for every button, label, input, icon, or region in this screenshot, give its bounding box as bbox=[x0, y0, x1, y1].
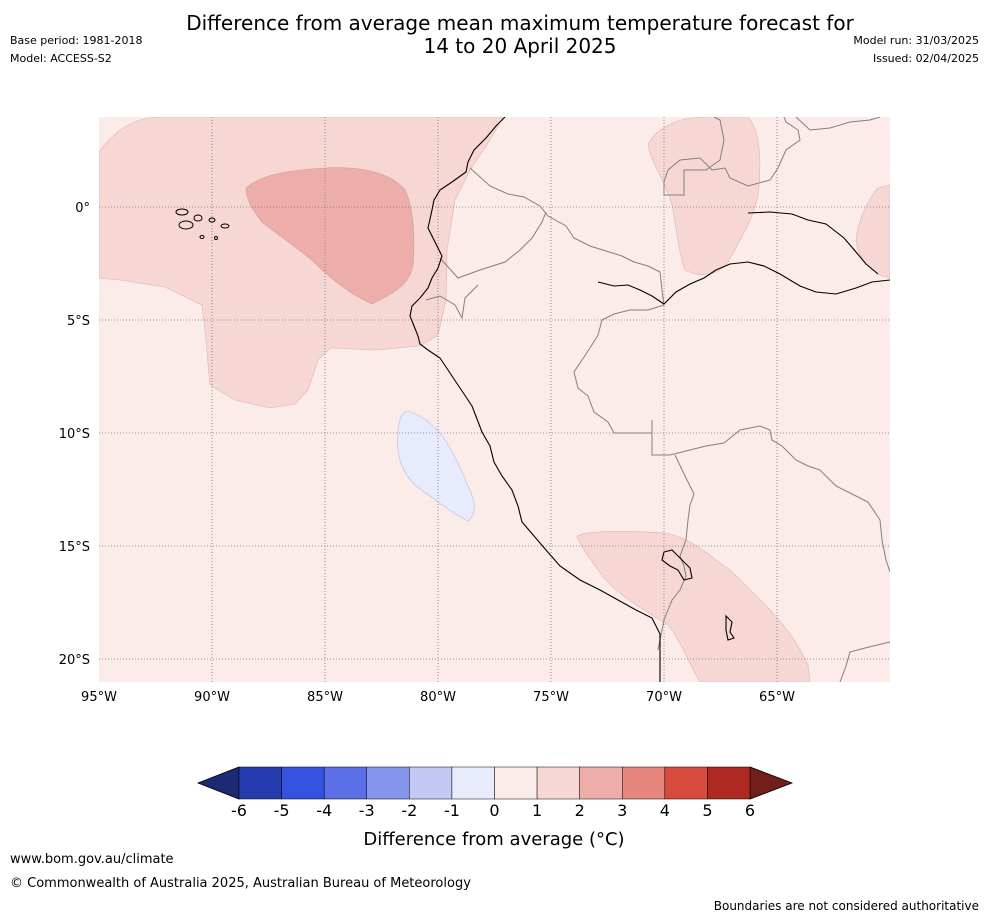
meta-left: Base period: 1981-2018 Model: ACCESS-S2 bbox=[10, 33, 142, 69]
colorbar-tick-label: 2 bbox=[575, 801, 585, 820]
colorbar-cell bbox=[238, 766, 282, 800]
colorbar-over-arrow bbox=[749, 766, 794, 800]
country-borders bbox=[425, 117, 890, 682]
lon-label: 90°W bbox=[194, 690, 230, 705]
colorbar-tick-label: -6 bbox=[231, 801, 247, 820]
footer-disclaimer: Boundaries are not considered authoritat… bbox=[713, 899, 979, 913]
colorbar-cell bbox=[579, 766, 623, 800]
colorbar-cell bbox=[281, 766, 325, 800]
anomaly-region-ocean-minus-1-0 bbox=[397, 410, 475, 522]
colorbar-tick-label: 3 bbox=[617, 801, 627, 820]
colorbar-cell bbox=[707, 766, 751, 800]
model-text: Model: ACCESS-S2 bbox=[10, 52, 112, 65]
colorbar-tick-label: -1 bbox=[444, 801, 460, 820]
lat-labels: 0° 5°S 10°S 15°S 20°S bbox=[59, 201, 90, 668]
chart-title: Difference from average mean maximum tem… bbox=[0, 12, 988, 58]
colorbar-tick-label: 4 bbox=[660, 801, 670, 820]
base-period-text: Base period: 1981-2018 bbox=[10, 34, 143, 47]
lon-label: 95°W bbox=[81, 690, 117, 705]
lat-label: 0° bbox=[75, 201, 90, 216]
issued-text: Issued: 02/04/2025 bbox=[872, 52, 979, 65]
lat-label: 15°S bbox=[59, 540, 90, 555]
colorbar-cell bbox=[366, 766, 410, 800]
colorbar-cell bbox=[451, 766, 495, 800]
lon-labels: 95°W 90°W 85°W 80°W 75°W 70°W 65°W bbox=[81, 690, 795, 705]
anomaly-region-core-2-3 bbox=[245, 167, 415, 305]
footer-url: www.bom.gov.au/climate bbox=[10, 852, 174, 867]
colorbar-cell bbox=[536, 766, 580, 800]
lon-label: 80°W bbox=[420, 690, 456, 705]
colorbar-cell bbox=[323, 766, 367, 800]
model-run-text: Model run: 31/03/2025 bbox=[853, 34, 979, 47]
colorbar-tick-label: -2 bbox=[401, 801, 417, 820]
colorbar-cell bbox=[622, 766, 666, 800]
coastline bbox=[409, 117, 890, 682]
colorbar-tick-label: 6 bbox=[745, 801, 755, 820]
colorbar-cell bbox=[409, 766, 453, 800]
lon-label: 85°W bbox=[307, 690, 343, 705]
lon-label: 70°W bbox=[646, 690, 682, 705]
lat-label: 10°S bbox=[59, 427, 90, 442]
anomaly-region-amazon-1-2 bbox=[647, 117, 761, 275]
colorbar-tick-label: 0 bbox=[489, 801, 499, 820]
colorbar: -6 -5 -4 -3 -2 -1 0 1 2 3 4 5 6 Difference from aver… bbox=[196, 766, 794, 850]
lon-label: 65°W bbox=[759, 690, 795, 705]
colorbar-cell bbox=[494, 766, 538, 800]
map-area bbox=[99, 117, 890, 682]
graticule bbox=[99, 117, 890, 682]
galapagos-islands bbox=[175, 208, 230, 240]
colorbar-tick-label: 1 bbox=[532, 801, 542, 820]
lat-label: 5°S bbox=[67, 314, 90, 329]
colorbar-tick-label: -4 bbox=[316, 801, 332, 820]
lat-label: 20°S bbox=[59, 653, 90, 668]
colorbar-tick-label: -3 bbox=[359, 801, 375, 820]
title-line-2: 14 to 20 April 2025 bbox=[423, 34, 617, 58]
colorbar-cell bbox=[664, 766, 708, 800]
colorbar-tick-label: 5 bbox=[702, 801, 712, 820]
colorbar-tick-label: -5 bbox=[274, 801, 290, 820]
footer-copyright: © Commonwealth of Australia 2025, Austra… bbox=[10, 876, 471, 891]
colorbar-label: Difference from average (°C) bbox=[363, 829, 624, 850]
colorbar-under-arrow bbox=[196, 766, 240, 800]
title-line-1: Difference from average mean maximum tem… bbox=[186, 11, 854, 35]
meta-right: Model run: 31/03/2025 Issued: 02/04/2025 bbox=[853, 33, 979, 69]
anomaly-region-andes-1-2 bbox=[576, 531, 811, 682]
lon-label: 75°W bbox=[533, 690, 569, 705]
